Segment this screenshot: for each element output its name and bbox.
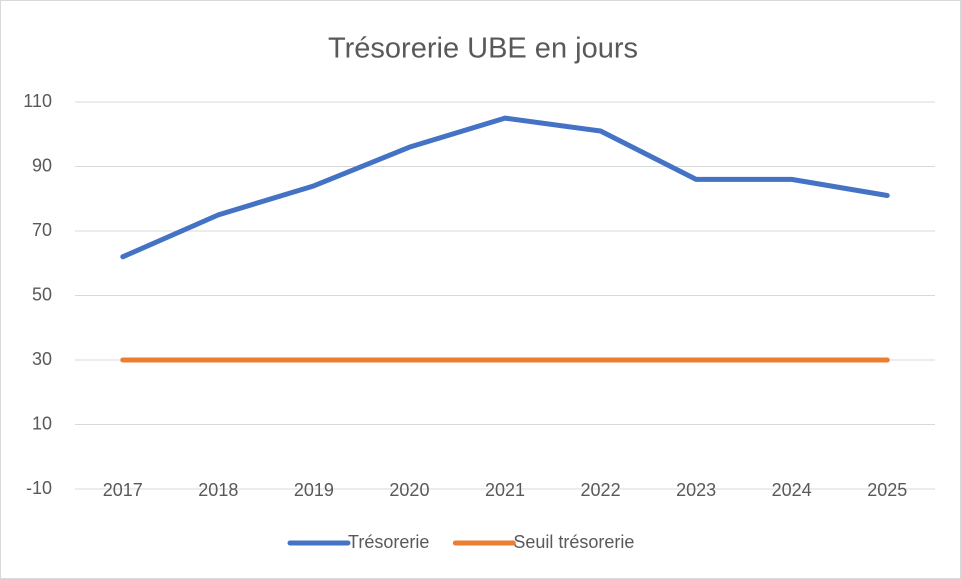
x-tick-label: 2017: [103, 480, 143, 500]
legend-label: Seuil trésorerie: [513, 532, 634, 552]
series-line: [120, 115, 890, 260]
y-tick-label: 50: [32, 284, 52, 304]
y-tick-label: 10: [32, 413, 52, 433]
x-tick-label: 2021: [485, 480, 525, 500]
legend-label: Trésorerie: [348, 532, 429, 552]
y-tick-label: 90: [32, 155, 52, 175]
chart-title: Trésorerie UBE en jours: [328, 33, 638, 65]
x-tick-label: 2024: [772, 480, 812, 500]
y-tick-label: -10: [26, 478, 52, 498]
x-tick-label: 2018: [198, 480, 238, 500]
y-tick-label: 110: [23, 91, 52, 111]
x-tick-label: 2022: [581, 480, 621, 500]
y-tick-label: 30: [32, 349, 52, 369]
y-tick-label: 70: [32, 220, 52, 240]
x-tick-label: 2020: [389, 480, 429, 500]
x-tick-label: 2023: [676, 480, 716, 500]
x-tick-label: 2019: [294, 480, 334, 500]
x-tick-label: 2025: [867, 480, 907, 500]
